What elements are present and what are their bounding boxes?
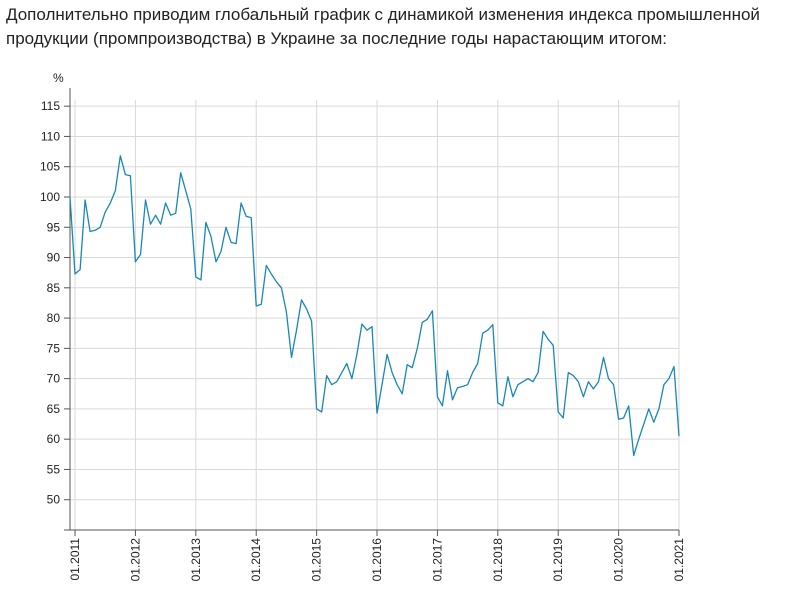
y-tick-label: 75: [47, 341, 61, 355]
x-tick-label: 01.2016: [370, 538, 384, 582]
x-tick-label: 01.2019: [551, 538, 565, 582]
series-line: [69, 155, 680, 457]
series-group: [69, 155, 680, 457]
y-tick-label: 105: [40, 160, 60, 174]
y-tick-label: 95: [47, 220, 61, 234]
y-tick-label: 55: [47, 462, 61, 476]
y-tick-label: 100: [40, 190, 60, 204]
intro-paragraph: Дополнительно приводим глобальный график…: [6, 5, 760, 48]
y-tick-label: 65: [47, 402, 61, 416]
x-tick-label: 01.2017: [430, 538, 444, 582]
y-tick-label: 80: [47, 311, 61, 325]
y-tick-label: 50: [47, 493, 61, 507]
x-tick-label: 01.2014: [249, 538, 263, 582]
x-tick-label: 01.2012: [128, 538, 142, 582]
x-ticks: 01.2011 01.2012 01.2013 01.2014 01.2015 01.20…: [68, 530, 686, 581]
x-tick-label: 01.2020: [612, 538, 626, 582]
y-tick-label: 115: [41, 99, 60, 113]
y-tick-label: 70: [47, 372, 61, 386]
x-tick-label: 01.2015: [310, 538, 324, 582]
y-tick-label: 85: [47, 281, 61, 295]
x-tick-label: 01.2018: [491, 538, 505, 582]
y-tick-label: 90: [47, 251, 61, 265]
x-tick-label: 01.2013: [189, 538, 203, 582]
y-tick-label: 60: [47, 432, 61, 446]
chart-gridlines: [70, 100, 680, 530]
x-tick-label: 01.2021: [672, 538, 686, 582]
chart-axes: [69, 88, 679, 531]
y-tick-label: 110: [41, 129, 60, 143]
y-unit-label: %: [53, 71, 64, 85]
y-ticks: 50 55 60 65 70 75 80 85 90 95 100 105 110 115: [40, 99, 70, 531]
x-tick-label: 01.2011: [68, 538, 82, 581]
